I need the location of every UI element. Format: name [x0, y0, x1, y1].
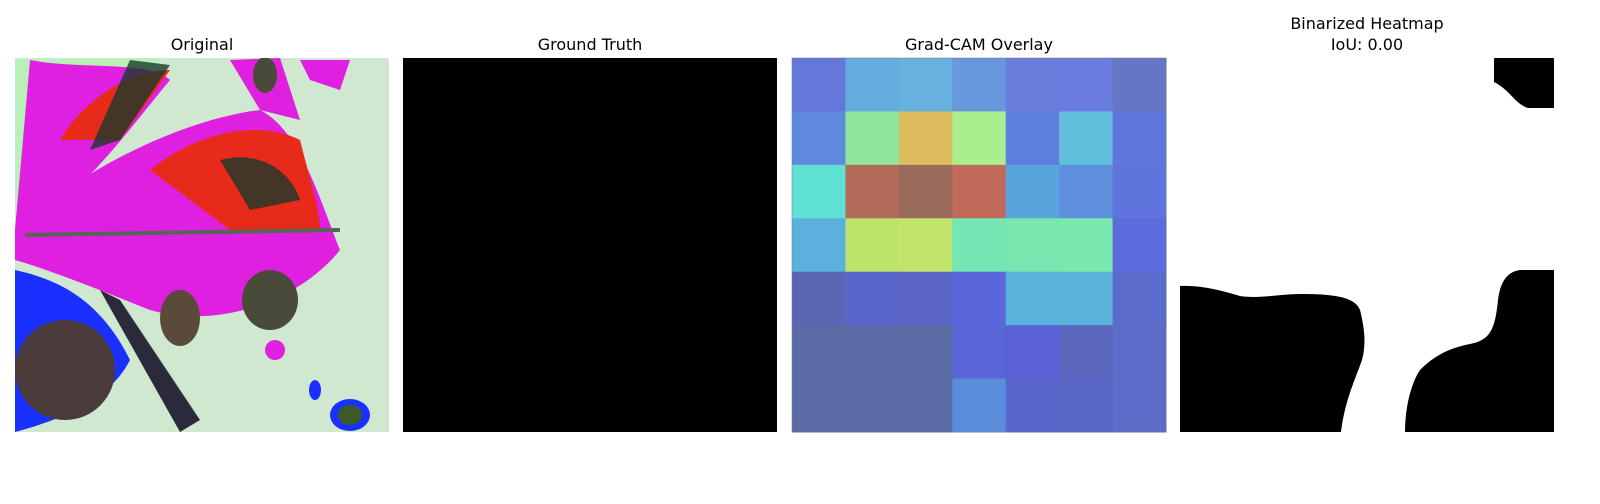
heatmap-cell — [1005, 378, 1060, 433]
heatmap-cell — [952, 164, 1007, 219]
heatmap-cell — [792, 111, 846, 166]
heatmap-cell — [792, 164, 846, 219]
heatmap-cell — [1059, 111, 1114, 166]
heatmap-cell — [792, 271, 846, 326]
heatmap-cell — [845, 218, 900, 273]
heatmap-cell — [845, 164, 900, 219]
heatmap-cell — [1005, 111, 1060, 166]
heatmap-cell — [1112, 325, 1167, 380]
heatmap-cell — [898, 111, 953, 166]
panel-title: Original — [171, 35, 234, 54]
heatmap-cell — [845, 325, 900, 380]
heatmap-cell — [952, 325, 1007, 380]
heatmap-cell — [1112, 111, 1167, 166]
heatmap-cell — [952, 218, 1007, 273]
heatmap-cell — [952, 378, 1007, 433]
heatmap-cell — [792, 218, 846, 273]
heatmap-cell — [792, 58, 846, 112]
heatmap-cell — [792, 325, 846, 380]
heatmap-cell — [1059, 58, 1114, 112]
heatmap-cell — [898, 164, 953, 219]
heatmap-cell — [1112, 164, 1167, 219]
heatmap-cell — [898, 218, 953, 273]
heatmap-cell — [1005, 58, 1060, 112]
heatmap-cell — [1059, 271, 1114, 326]
heatmap-cell — [898, 378, 953, 433]
heatmap-cell — [952, 271, 1007, 326]
heatmap-cell — [1005, 271, 1060, 326]
heatmap-cell — [845, 58, 900, 112]
heatmap-cell — [1112, 218, 1167, 273]
heatmap-cell — [1112, 271, 1167, 326]
heatmap-cell — [1112, 378, 1167, 433]
original-image — [15, 58, 389, 432]
heatmap-cell — [898, 325, 953, 380]
panel-title: Ground Truth — [538, 35, 643, 54]
heatmap-cell — [845, 271, 900, 326]
heatmap-cell — [1059, 164, 1114, 219]
heatmap-cell — [845, 378, 900, 433]
panel-title: Grad-CAM Overlay — [905, 35, 1053, 54]
panel-title: Binarized Heatmap — [1290, 14, 1443, 33]
heatmap-cell — [792, 378, 846, 433]
panel-subtitle: IoU: 0.00 — [1331, 35, 1403, 54]
panel-frame — [791, 57, 1167, 433]
heatmap-cell — [952, 111, 1007, 166]
gradcam-overlay — [792, 58, 1167, 433]
heatmap-cell — [1005, 218, 1060, 273]
heatmap-cell — [1059, 325, 1114, 380]
ground-truth-mask — [403, 58, 777, 432]
heatmap-cell — [1112, 58, 1167, 112]
heatmap-cell — [1005, 325, 1060, 380]
binarized-heatmap — [1180, 58, 1554, 432]
heatmap-cell — [845, 111, 900, 166]
heatmap-cell — [952, 58, 1007, 112]
heatmap-cell — [1059, 218, 1114, 273]
heatmap-cell — [1005, 164, 1060, 219]
heatmap-cell — [898, 58, 953, 112]
heatmap-cell — [1059, 378, 1114, 433]
heatmap-cell — [898, 271, 953, 326]
